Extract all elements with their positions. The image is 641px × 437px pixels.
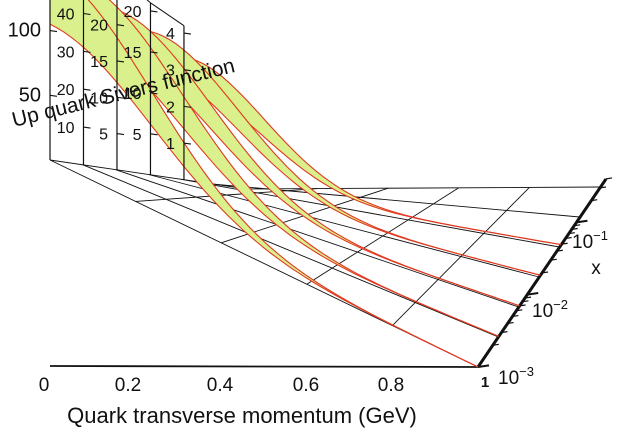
y-axis-tick (183, 105, 192, 108)
z-axis-tick (565, 236, 572, 240)
z-tick-base: 10 (572, 232, 593, 253)
y-tick-label: 50 (19, 84, 41, 106)
wall-top-edge (146, 0, 151, 4)
z-axis-tick (574, 224, 581, 227)
z-axis-tick (606, 177, 613, 180)
floor-grid-line (392, 187, 530, 326)
x-tick-label: 0.8 (378, 375, 404, 396)
z-axis-tick (561, 242, 568, 245)
z-tick-exp: −3 (519, 364, 534, 379)
y-tick-label: 5 (133, 127, 142, 144)
y-axis-tick (150, 10, 158, 13)
z-tick-exp: −1 (593, 228, 608, 243)
z-axis-tick (541, 271, 549, 274)
y-tick-label: 40 (57, 7, 75, 24)
x-tick-label: 1 (481, 374, 489, 391)
z-axis-tick (492, 343, 499, 346)
z-tick-label: 10−2 (532, 297, 568, 322)
y-axis-tick (83, 126, 91, 129)
x-tick-label: 0 (39, 375, 50, 396)
y-axis-tick (116, 60, 125, 63)
z-axis-tick (477, 364, 490, 368)
y-tick-label: 2 (166, 99, 175, 116)
y-axis-walls: 12345101520510152025102030405050100150 (8, 0, 192, 180)
y-tick-label: 10 (90, 90, 108, 107)
z-axis-line (476, 178, 608, 368)
z-axis-tick (568, 232, 575, 235)
y-axis-tick (116, 133, 125, 136)
y-axis-tick (83, 12, 91, 16)
z-axis-tick (571, 227, 578, 230)
z-axis-tick (522, 300, 529, 303)
y-axis-tick (150, 133, 158, 136)
y-axis-tick (183, 32, 192, 35)
z-axis-tick (516, 309, 523, 312)
band-lower-edge (49, 23, 479, 368)
z-axis-tick (556, 249, 563, 252)
z-axis-tick (550, 258, 557, 261)
x-axis-line (49, 365, 479, 368)
z-axis-tick (599, 186, 607, 189)
y-axis-tick (116, 24, 125, 27)
z-axis-tick (519, 304, 526, 307)
z-tick-exp: −2 (553, 297, 568, 312)
z-tick-label: 10−1 (572, 228, 608, 253)
y-axis-tick (150, 51, 158, 54)
x-axis-title: Quark transverse momentum (GeV) (67, 403, 417, 428)
x-tick-label: 0.2 (115, 375, 141, 396)
floor-grid (49, 159, 613, 368)
y-tick-label: 15 (90, 54, 108, 71)
z-tick-label: 10−3 (498, 364, 534, 389)
x-tick-label: 0.6 (293, 375, 319, 396)
y-tick-label: 30 (57, 44, 75, 61)
floor-grid-line (115, 169, 519, 308)
y-tick-label: 100 (8, 20, 41, 42)
y-tick-label: 20 (57, 82, 75, 99)
y-tick-label: 20 (124, 4, 142, 21)
series-band (50, 0, 478, 367)
wall-top-edge (150, 2, 185, 27)
x-tick-label: 0.4 (207, 375, 234, 396)
z-axis-tick (512, 314, 519, 318)
y-tick-label: 1 (166, 136, 175, 153)
y-tick-label: 10 (124, 86, 142, 103)
z-axis-tick (591, 199, 598, 202)
y-tick-label: 5 (99, 127, 108, 144)
floor-grid-line (306, 187, 460, 285)
z-axis-tick (524, 296, 532, 299)
z-axis-title: x (591, 258, 601, 279)
z-tick-base: 10 (498, 368, 519, 389)
series-band (150, 31, 541, 276)
series-band (83, 0, 499, 337)
y-tick-label: 3 (166, 63, 175, 80)
z-axis-tick (501, 331, 508, 334)
y-axis-tick (116, 96, 125, 99)
y-axis-tick (49, 30, 58, 33)
y-tick-label: 4 (166, 26, 175, 43)
y-tick-label: 20 (90, 18, 108, 35)
band-lower-edge (150, 63, 541, 276)
z-axis-tick (507, 321, 514, 325)
y-axis-tick (183, 69, 192, 72)
floor-grid-line (82, 164, 499, 338)
y-tick-label: 10 (57, 120, 75, 137)
z-axis-tick (527, 292, 539, 296)
y-axis-tick (83, 50, 91, 53)
y-axis-tick (49, 94, 58, 97)
floor-grid-line (135, 188, 318, 202)
y-axis-tick (183, 142, 192, 145)
z-axis-tick (576, 219, 588, 224)
z-tick-base: 10 (532, 301, 553, 322)
y-tick-label: 15 (124, 45, 142, 62)
series-band (117, 10, 520, 306)
y-axis-tick (150, 92, 158, 95)
y-axis-tick (83, 88, 91, 91)
floor-grid-line (49, 159, 248, 190)
